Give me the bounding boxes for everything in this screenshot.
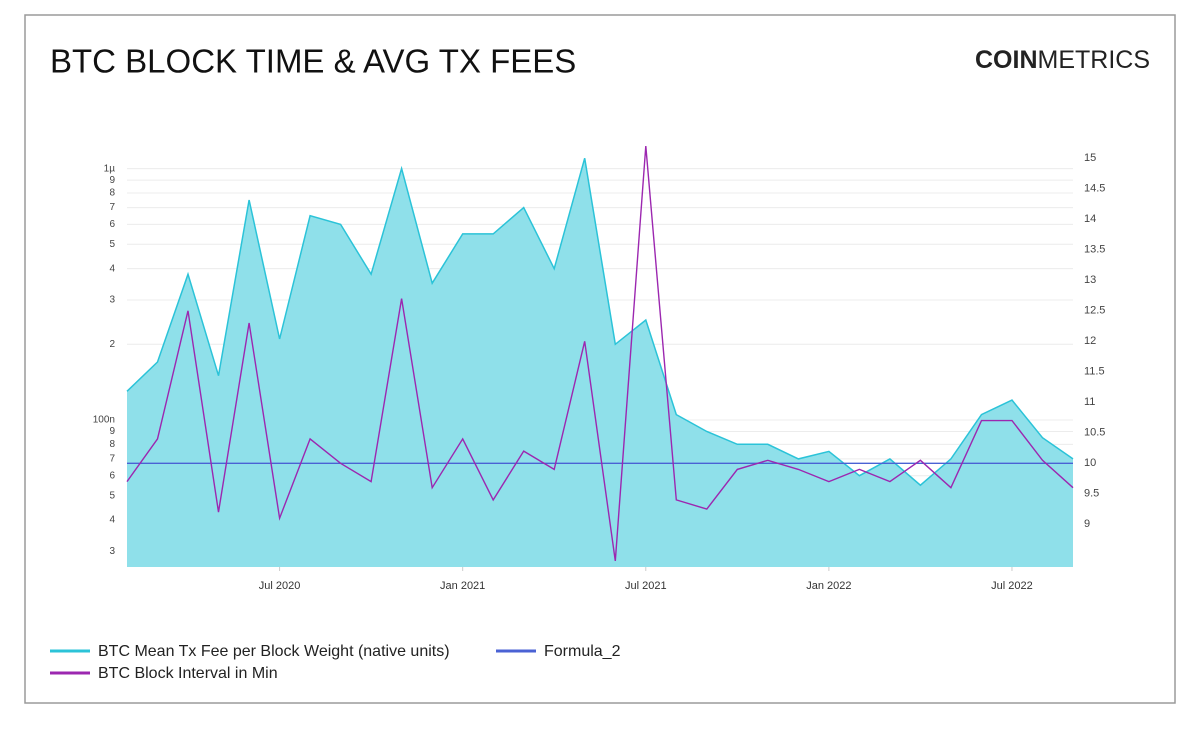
legend-label: BTC Block Interval in Min	[98, 665, 278, 682]
y-tick-label: 6	[109, 470, 115, 481]
y2-tick-label: 10	[1084, 457, 1096, 469]
y2-tick-label: 15	[1084, 152, 1096, 164]
x-tick-label: Jan 2022	[806, 580, 851, 592]
y2-tick-label: 9.5	[1084, 488, 1099, 500]
y2-tick-label: 13.5	[1084, 244, 1105, 256]
y-tick-label: 3	[109, 546, 115, 557]
line	[126, 146, 1074, 561]
y-tick-label: 5	[109, 490, 115, 501]
brand: COINMETRICS	[975, 46, 1150, 74]
y-tick-label: 9	[109, 175, 115, 186]
legend-label: Formula_2	[544, 643, 621, 660]
x-tick-label: Jul 2022	[991, 580, 1033, 592]
x-tick-label: Jan 2021	[440, 580, 485, 592]
chart-title: BTC BLOCK TIME & AVG TX FEES	[50, 43, 576, 80]
y-tick-label: 6	[109, 219, 115, 230]
y2-tick-label: 11	[1084, 396, 1095, 408]
y2-tick-label: 14.5	[1084, 183, 1105, 195]
y2-tick-label: 9	[1084, 518, 1090, 530]
y2-tick-label: 12	[1084, 335, 1096, 347]
y2-tick-label: 14	[1084, 213, 1096, 225]
y2-tick-label: 11.5	[1084, 366, 1105, 378]
x-tick-label: Jul 2021	[625, 580, 667, 592]
y-tick-label: 8	[109, 439, 115, 450]
y2-tick-label: 13	[1084, 274, 1096, 286]
x-tick-label: Jul 2020	[259, 580, 301, 592]
area	[127, 158, 1073, 567]
y-tick-label: 8	[109, 188, 115, 199]
y-tick-label: 5	[109, 239, 115, 250]
brand-bold: COIN	[975, 46, 1038, 74]
area-line	[126, 158, 1074, 487]
y-tick-label: 1µ	[104, 163, 116, 174]
y2-tick-label: 10.5	[1084, 427, 1105, 439]
brand-light: METRICS	[1038, 46, 1151, 74]
y-tick-label: 4	[109, 263, 115, 274]
y-tick-label: 100n	[93, 415, 115, 426]
y-tick-label: 9	[109, 426, 115, 437]
y-tick-label: 7	[109, 454, 115, 465]
legend-label: BTC Mean Tx Fee per Block Weight (native…	[98, 643, 450, 660]
y-tick-label: 3	[109, 295, 115, 306]
y-tick-label: 4	[109, 515, 115, 526]
y-tick-label: 2	[109, 339, 115, 350]
y-tick-label: 7	[109, 202, 115, 213]
y2-tick-label: 12.5	[1084, 305, 1105, 317]
